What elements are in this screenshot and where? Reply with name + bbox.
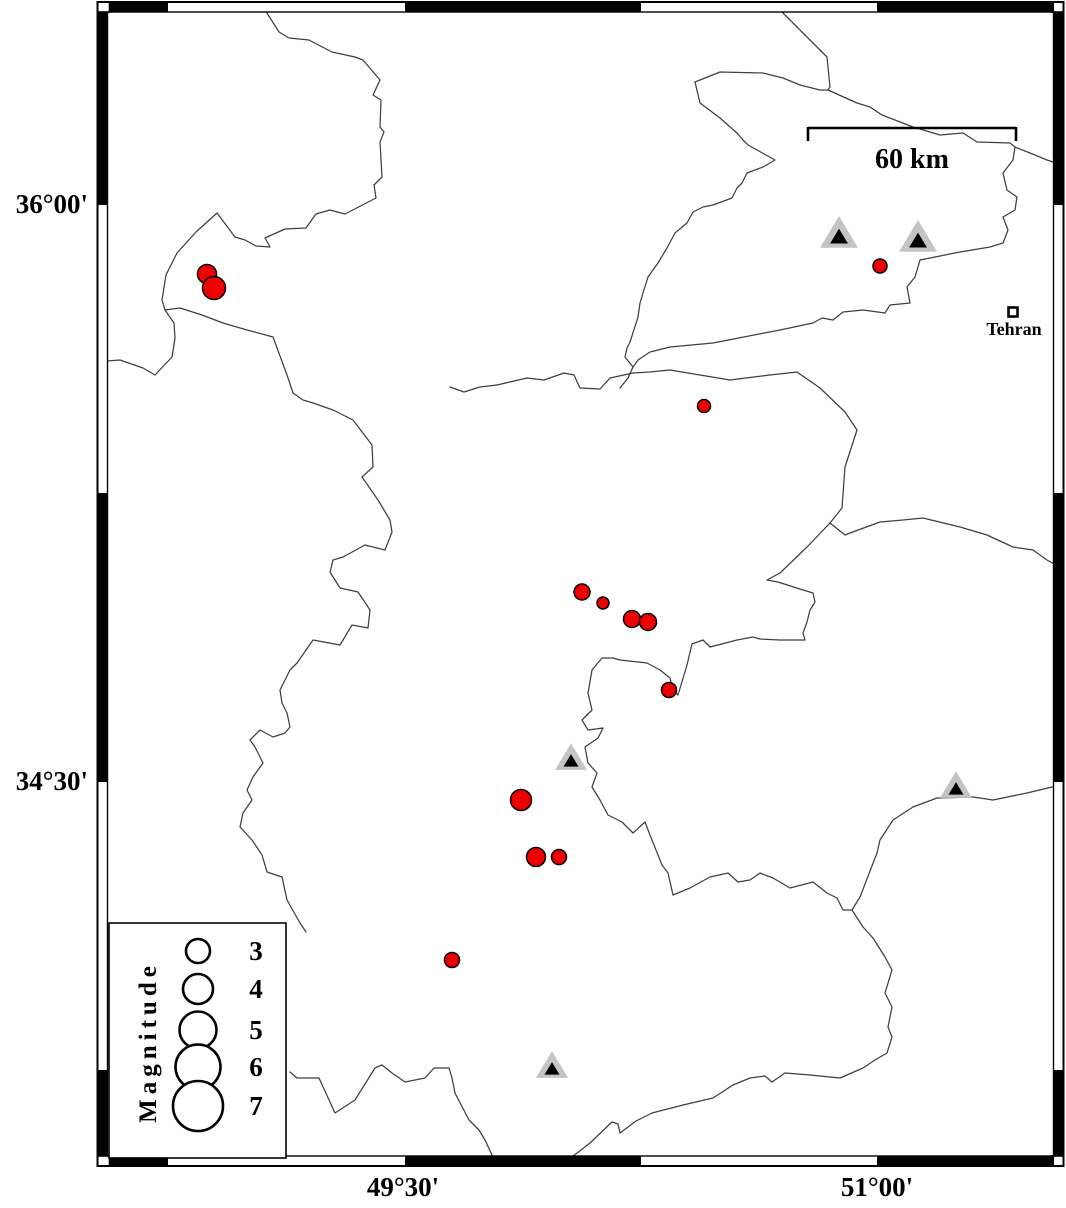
legend-value: 7 (249, 1091, 263, 1121)
earthquake-marker (660, 681, 678, 699)
scale-bar (806, 126, 1018, 141)
earthquake-marker (201, 275, 227, 301)
legend-circle (171, 1079, 225, 1133)
axis-label-lon-51: 51°00' (840, 1172, 914, 1202)
station-core-icon (830, 228, 848, 244)
earthquake-marker (509, 788, 533, 812)
legend-value: 3 (249, 936, 263, 966)
map-frame (96, 1, 1065, 1167)
legend-circle (181, 972, 215, 1006)
legend-title: Magnitude (135, 961, 162, 1123)
earthquake-marker (622, 609, 642, 629)
city-marker (1007, 306, 1019, 318)
boundary-lines (107, 12, 1054, 1156)
legend-value: 5 (249, 1015, 263, 1045)
legend-value: 6 (249, 1052, 263, 1082)
legend-box: Magnitude 3 4 5 6 7 (108, 922, 287, 1159)
axis-label-lon-49-30: 49°30' (366, 1172, 440, 1202)
legend-circle (178, 1010, 218, 1050)
axis-label-lat-36: 36°00' (15, 188, 88, 219)
station-core-icon (909, 232, 927, 248)
axis-label-lat-34-30: 34°30' (15, 765, 88, 796)
earthquake-marker (596, 596, 610, 610)
station-core-icon (563, 754, 579, 767)
scale-bar-label: 60 km (875, 144, 949, 175)
earthquake-marker (696, 398, 712, 414)
station-core-icon (948, 782, 964, 795)
legend-symbols: 3 4 5 6 7 (171, 936, 263, 1133)
station-layer (536, 216, 972, 1078)
earthquake-marker (573, 583, 591, 601)
earthquake-marker (550, 848, 568, 866)
earthquake-layer (196, 258, 888, 969)
legend-circle (184, 937, 212, 965)
earthquake-marker (872, 258, 888, 274)
earthquake-marker (638, 612, 658, 632)
legend-value: 4 (249, 974, 263, 1004)
earthquake-marker (525, 846, 547, 868)
earthquake-marker (443, 951, 461, 969)
station-core-icon (544, 1062, 560, 1075)
city-label: Tehran (986, 319, 1042, 339)
